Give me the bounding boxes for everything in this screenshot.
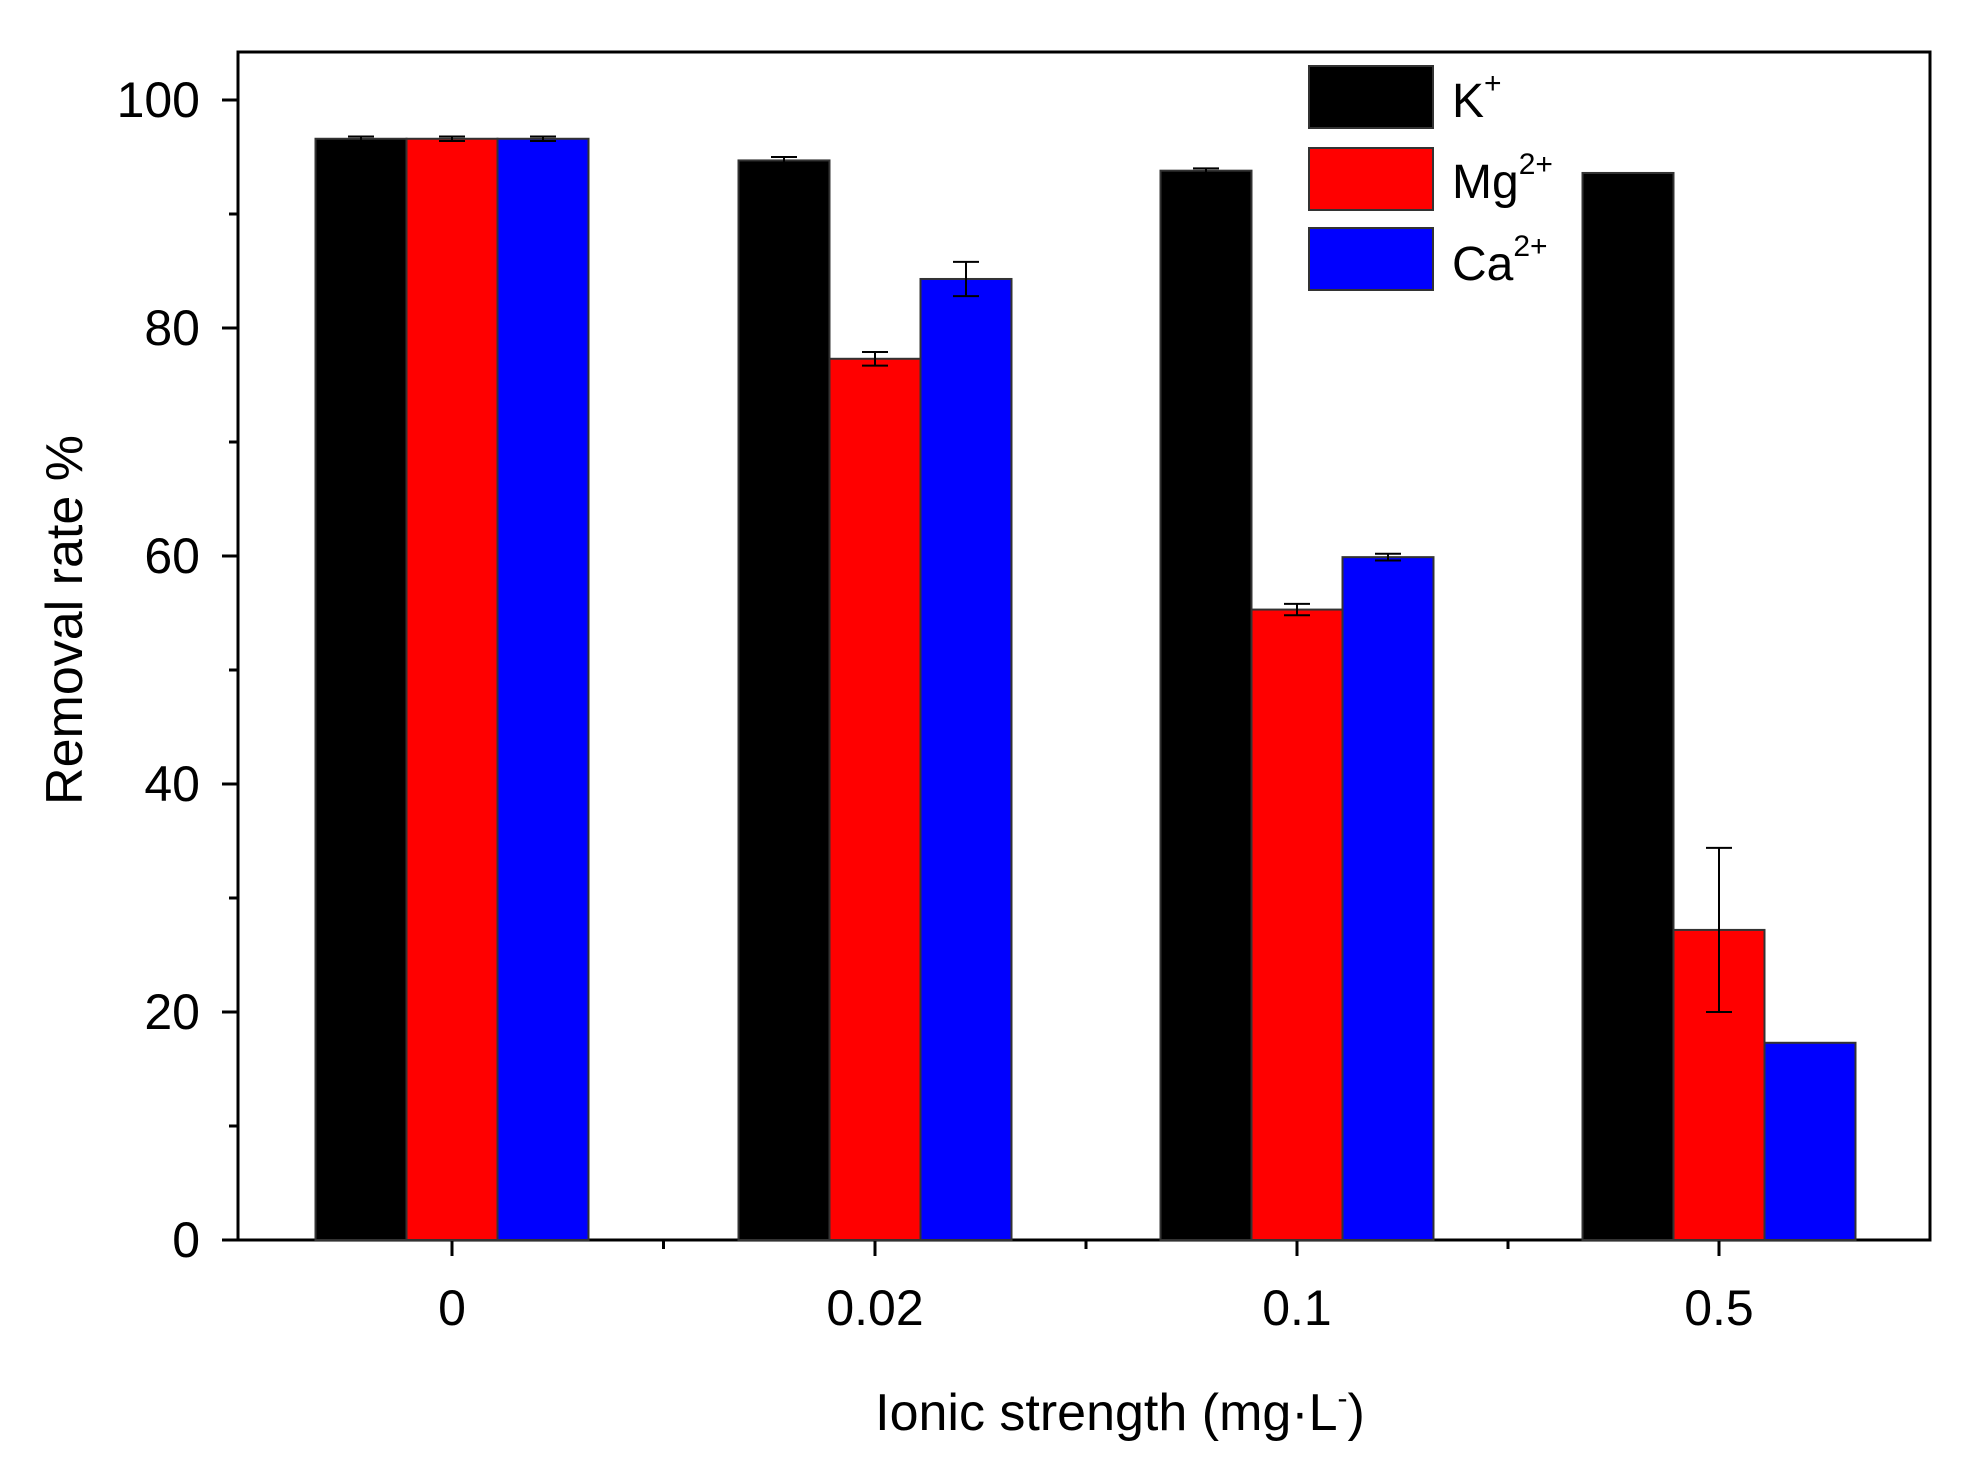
x-tick-label: 0 (438, 1280, 466, 1336)
y-tick-label: 0 (172, 1212, 200, 1268)
plot-area: 0 20 40 60 80 100 0 0.02 0.1 0.5 (117, 50, 1932, 1336)
bar-ca-0_02 (919, 277, 1013, 1242)
legend-label-ca: Ca2+ (1452, 230, 1548, 291)
y-tick-label: 40 (144, 756, 200, 812)
legend-swatch-mg (1308, 147, 1434, 211)
y-axis-title: Removal rate % (36, 435, 94, 805)
x-tick-label: 0.02 (826, 1280, 923, 1336)
bar-ca-0_1 (1341, 556, 1435, 1241)
legend-swatch-ca (1308, 227, 1434, 291)
x-tick-label: 0.1 (1262, 1280, 1332, 1336)
x-axis-title: Ionic strength (mg·L-) (875, 1382, 1365, 1442)
bar-k-0_02 (737, 159, 831, 1241)
x-axis-title-sup: - (1338, 1382, 1348, 1415)
y-tick-label: 60 (144, 528, 200, 584)
y-tick-label: 100 (117, 72, 200, 128)
x-axis-title-close: ) (1348, 1384, 1365, 1442)
plot-frame (236, 50, 1932, 1242)
bar-k-0 (314, 137, 408, 1241)
bar-k-0_1 (1159, 169, 1253, 1241)
legend-label-mg: Mg2+ (1452, 148, 1553, 209)
bar-mg-0 (405, 137, 499, 1241)
y-tick-label: 20 (144, 984, 200, 1040)
bar-mg-0_1 (1250, 608, 1344, 1241)
legend: K+ Mg2+ Ca2+ (1308, 65, 1553, 291)
x-axis-title-main: Ionic strength (mg·L (875, 1384, 1337, 1442)
bar-ca-0 (496, 137, 590, 1241)
x-tick-label: 0.5 (1684, 1280, 1754, 1336)
y-tick-label: 80 (144, 300, 200, 356)
legend-swatch-k (1308, 65, 1434, 129)
bar-mg-0_02 (828, 357, 922, 1241)
bar-k-0_5 (1581, 171, 1675, 1242)
bar-ca-0_5 (1763, 1041, 1857, 1242)
legend-label-k: K+ (1452, 67, 1502, 128)
